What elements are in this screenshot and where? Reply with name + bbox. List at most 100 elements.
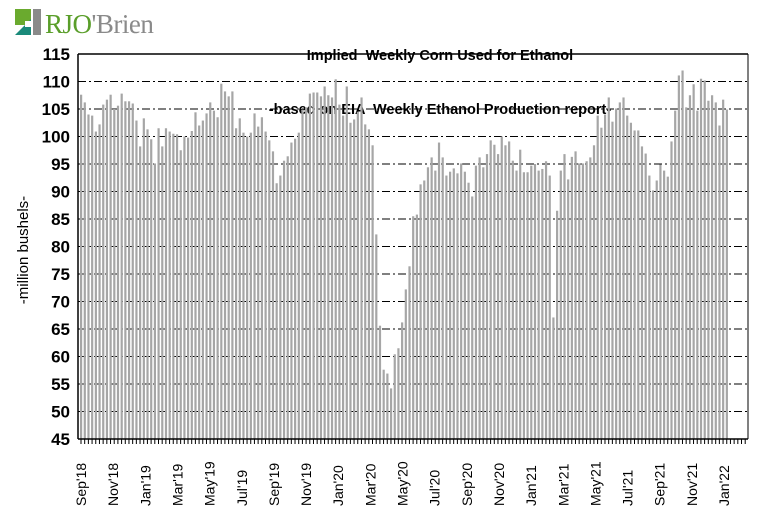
bar <box>471 196 474 439</box>
bar <box>223 91 227 440</box>
bar <box>574 151 577 439</box>
bar <box>297 132 300 439</box>
bar <box>496 154 500 439</box>
bar <box>663 170 666 439</box>
bar <box>282 160 286 439</box>
bar <box>445 175 448 440</box>
x-tick-label: Mar'21 <box>555 463 571 506</box>
bar <box>596 115 599 439</box>
bar <box>301 109 304 440</box>
bar <box>257 126 260 439</box>
bar <box>670 141 673 439</box>
bar <box>404 289 407 439</box>
bar <box>504 145 507 440</box>
bar <box>600 127 603 439</box>
bar <box>622 97 625 439</box>
x-tick-label: Nov'18 <box>105 463 121 506</box>
x-tick-label: Nov'19 <box>298 463 314 506</box>
bar <box>172 133 175 439</box>
bar <box>408 266 411 439</box>
bar <box>234 128 238 439</box>
y-tick-label: 85 <box>51 210 70 229</box>
y-tick-label: 100 <box>42 128 70 147</box>
bar <box>275 183 278 439</box>
bar <box>437 142 441 440</box>
bar <box>659 164 662 440</box>
bar <box>286 156 289 440</box>
x-tick-label: Mar'20 <box>362 463 378 506</box>
x-tick-label: May'20 <box>395 461 411 506</box>
y-tick-label: 115 <box>43 45 70 64</box>
bar <box>651 190 655 439</box>
bar <box>378 325 382 439</box>
bar <box>371 145 374 440</box>
bar <box>353 119 356 439</box>
bar <box>94 131 97 440</box>
bar <box>231 91 234 440</box>
bar <box>482 167 485 440</box>
bar <box>666 176 669 439</box>
bar <box>164 128 168 439</box>
bar <box>209 102 212 440</box>
bar <box>334 79 337 440</box>
bar <box>710 95 714 439</box>
bar <box>508 141 511 439</box>
bar <box>279 175 282 440</box>
x-tick-label: Sep'18 <box>73 463 89 506</box>
bar <box>460 163 463 439</box>
bar <box>530 165 533 439</box>
bar <box>294 138 297 439</box>
bar <box>227 96 230 439</box>
bar <box>341 115 345 439</box>
x-tick-label: Sep'19 <box>266 463 282 506</box>
bar <box>312 92 315 439</box>
logo-mark-icon <box>15 9 41 35</box>
bar <box>220 83 223 439</box>
x-tick-label: Jan'21 <box>523 465 539 506</box>
x-tick-label: May'19 <box>202 461 218 506</box>
bar <box>150 139 153 439</box>
y-tick-label: 50 <box>51 403 70 422</box>
bar <box>198 125 201 439</box>
bar <box>426 167 430 440</box>
bar <box>157 128 160 439</box>
bar <box>615 108 618 439</box>
bar <box>692 84 695 439</box>
bar <box>699 78 703 439</box>
y-axis-label: -million bushels- <box>15 196 32 304</box>
bar <box>308 93 311 439</box>
y-tick-label: 105 <box>42 100 70 119</box>
bar <box>500 136 503 439</box>
x-tick-label: Jan'20 <box>330 465 346 506</box>
bar <box>135 120 138 440</box>
bar <box>522 172 525 439</box>
bar <box>142 118 145 439</box>
x-tick-label: Jul'20 <box>427 470 443 506</box>
bar <box>603 114 607 439</box>
bar <box>585 161 588 439</box>
bar <box>316 92 319 439</box>
bar <box>319 96 323 439</box>
bar <box>102 104 105 439</box>
bar <box>463 171 466 439</box>
bar <box>397 348 400 439</box>
bar <box>382 369 385 439</box>
y-tick-label: 110 <box>43 73 70 92</box>
x-tick-label: Jan'19 <box>137 465 153 506</box>
bar <box>242 132 245 439</box>
bar <box>563 154 566 439</box>
x-tick-label: Jul'21 <box>620 470 636 506</box>
x-tick-label: Nov'20 <box>491 463 507 506</box>
bar <box>449 171 452 439</box>
bar <box>474 165 478 439</box>
x-tick-label: May'21 <box>587 461 603 506</box>
chart-title: Implied Weekly Corn Used for Ethanol <box>306 48 574 64</box>
bar <box>268 140 271 439</box>
bar <box>253 113 256 440</box>
bar <box>434 170 437 439</box>
bar <box>648 175 651 440</box>
bar <box>478 157 481 439</box>
x-tick-label: Jul'19 <box>234 470 250 506</box>
bar <box>589 157 592 439</box>
